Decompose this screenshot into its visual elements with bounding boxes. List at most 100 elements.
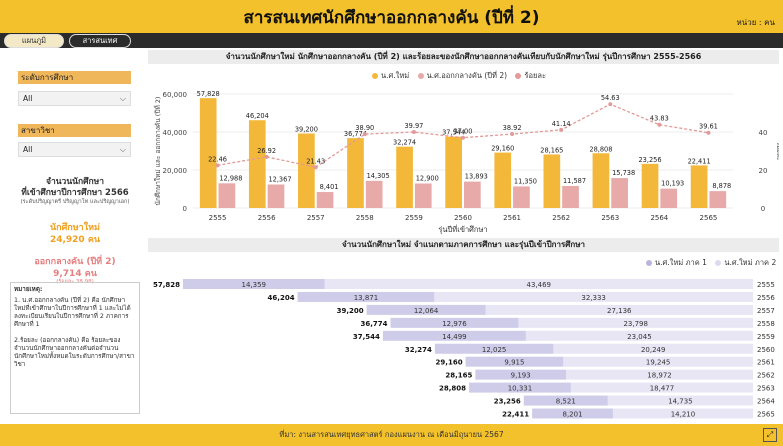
legend-swatch-sem1 bbox=[646, 260, 652, 266]
tab-info[interactable]: สารสนเทศ bbox=[69, 34, 131, 48]
semester1-label: 23,045 bbox=[627, 333, 652, 341]
x-tick-label: 2562 bbox=[552, 214, 570, 222]
semester1-label: 32,333 bbox=[581, 294, 606, 302]
bar-new-students bbox=[543, 154, 561, 208]
x-tick-label: 2555 bbox=[209, 214, 227, 222]
bar-drop-label: 11,587 bbox=[563, 177, 586, 185]
y2-tick-label: 40 bbox=[759, 129, 768, 137]
page-footer: ที่มา: งานสารสนเทศยุทธศาสตร์ กองแผนงาน ณ… bbox=[0, 424, 783, 446]
bar-semester2 bbox=[366, 304, 486, 315]
semester1-label: 27,136 bbox=[607, 307, 632, 315]
total-label: 39,200 bbox=[337, 307, 364, 315]
bar-dropout bbox=[218, 183, 236, 208]
y2-tick-label: 20 bbox=[759, 167, 768, 175]
bar-drop-label: 8,401 bbox=[320, 183, 339, 191]
x-tick-label: 2564 bbox=[650, 214, 668, 222]
stat-title-line1: จำนวนนักศึกษา bbox=[45, 177, 105, 187]
row-year-label: 2561 bbox=[757, 359, 775, 367]
percent-point bbox=[264, 154, 269, 159]
note-2: 2.ร้อยละ (ออกกลางคัน) คือ ร้อยละของจำนวน… bbox=[14, 337, 135, 368]
level-filter-select[interactable]: All ⌵ bbox=[18, 91, 131, 106]
bar-semester2 bbox=[532, 408, 613, 419]
y-axis-label: นักศึกษาใหม่ และ ออกกลางคัน (ปีที่ 2) bbox=[153, 97, 162, 206]
bar-dropout bbox=[316, 192, 334, 208]
stat-title-line2: ที่เข้าศึกษาปีการศึกษา 2566 bbox=[21, 188, 129, 198]
row-year-label: 2563 bbox=[757, 385, 775, 393]
total-label: 28,165 bbox=[445, 372, 472, 380]
legend-swatch-pct bbox=[515, 73, 522, 79]
total-label: 23,256 bbox=[494, 398, 521, 406]
row-year-label: 2562 bbox=[757, 372, 775, 380]
bar-dropout bbox=[562, 185, 579, 208]
x-tick-label: 2563 bbox=[601, 214, 619, 222]
bar-semester1 bbox=[434, 291, 753, 302]
y-tick-label: 0 bbox=[183, 205, 187, 213]
semester2-label: 13,871 bbox=[354, 294, 379, 302]
legend-swatch-sem2 bbox=[715, 260, 722, 266]
bar-dropout bbox=[414, 183, 432, 208]
bar-drop-label: 12,988 bbox=[219, 174, 242, 182]
notes-title: หมายเหตุ: bbox=[14, 286, 43, 293]
field-filter-value: All bbox=[23, 145, 33, 154]
new-students-value: 24,920 คน bbox=[49, 235, 101, 245]
level-filter-label: ระดับการศึกษา bbox=[18, 71, 131, 84]
semester2-label: 8,201 bbox=[562, 411, 582, 419]
chart2-svg: 57,828 14,359 43,469 2555 46,204 13,871 32,333… bbox=[153, 279, 775, 419]
row-year-label: 2565 bbox=[757, 411, 775, 419]
row-year-label: 2559 bbox=[757, 333, 775, 341]
field-filter-select[interactable]: All ⌵ bbox=[18, 142, 131, 157]
bar-dropout bbox=[611, 178, 628, 208]
total-label: 46,204 bbox=[268, 294, 295, 302]
bar-dropout bbox=[464, 181, 481, 208]
bar-drop-label: 11,350 bbox=[514, 177, 537, 185]
percent-label: 38.90 bbox=[355, 124, 374, 132]
x-tick-label: 2556 bbox=[258, 214, 276, 222]
percent-point bbox=[706, 130, 711, 135]
nav-bar: แผนภูมิ สารสนเทศ bbox=[0, 33, 783, 48]
bar-drop-label: 8,878 bbox=[712, 182, 731, 190]
x-tick-label: 2560 bbox=[454, 214, 472, 222]
x-tick-label: 2558 bbox=[356, 214, 374, 222]
percent-point bbox=[608, 102, 613, 107]
semester2-label: 12,025 bbox=[482, 346, 507, 354]
semester2-label: 10,331 bbox=[508, 385, 533, 393]
notes-box: หมายเหตุ: 1. น.ศ.ออกกลางคัน (ปีที่ 2) คื… bbox=[10, 282, 140, 414]
total-label: 32,274 bbox=[405, 346, 432, 354]
bar-new-students bbox=[494, 152, 512, 208]
x-tick-label: 2559 bbox=[405, 214, 423, 222]
y-tick-label: 40,000 bbox=[163, 129, 188, 137]
bar-drop-label: 15,738 bbox=[612, 169, 635, 177]
y2-axis-label: ร้อยละ bbox=[775, 142, 779, 161]
bar-semester1 bbox=[485, 304, 753, 315]
legend-sem1: น.ศ.ใหม่ ภาค 1 bbox=[655, 258, 707, 267]
semester1-label: 18,972 bbox=[647, 372, 672, 380]
percent-point bbox=[461, 135, 465, 140]
bar-new-label: 22,411 bbox=[688, 157, 711, 165]
percent-label: 54.63 bbox=[601, 94, 620, 102]
tab-chart[interactable]: แผนภูมิ bbox=[4, 34, 64, 48]
chart1-svg: 0 20,000 40,000 60,000 0 20 40 นักศึกษาใหม่ และ… bbox=[153, 90, 779, 234]
dropout-label: ออกกลางคัน (ปีที่ 2) bbox=[34, 257, 116, 267]
footer-source: ที่มา: งานสารสนเทศยุทธศาสตร์ กองแผนงาน ณ… bbox=[279, 430, 504, 439]
percent-label: 21.43 bbox=[306, 157, 325, 165]
semester2-label: 14,499 bbox=[442, 333, 467, 341]
semester1-label: 14,735 bbox=[668, 398, 693, 406]
semester1-label: 23,798 bbox=[623, 320, 648, 328]
total-label: 22,411 bbox=[502, 411, 529, 419]
expand-icon[interactable]: ⤢ bbox=[763, 428, 777, 442]
legend-sem2: น.ศ.ใหม่ ภาค 2 bbox=[724, 258, 777, 267]
percent-point bbox=[362, 132, 367, 137]
bar-drop-label: 12,367 bbox=[268, 176, 291, 184]
chart-panel-semester: จำนวนนักศึกษาใหม่ จำแนกตามภาคการศึกษา แล… bbox=[148, 238, 779, 421]
bar-dropout bbox=[513, 186, 530, 208]
total-label: 57,828 bbox=[153, 281, 180, 289]
bar-new-students bbox=[199, 98, 217, 208]
percent-label: 22.46 bbox=[208, 155, 227, 163]
bar-new-label: 46,204 bbox=[246, 112, 269, 120]
row-year-label: 2557 bbox=[757, 307, 775, 315]
bar-drop-label: 14,305 bbox=[367, 172, 390, 180]
bar-new-students bbox=[641, 163, 659, 208]
row-year-label: 2556 bbox=[757, 294, 775, 302]
bar-drop-label: 12,900 bbox=[416, 174, 439, 182]
percent-label: 37.00 bbox=[454, 128, 473, 136]
